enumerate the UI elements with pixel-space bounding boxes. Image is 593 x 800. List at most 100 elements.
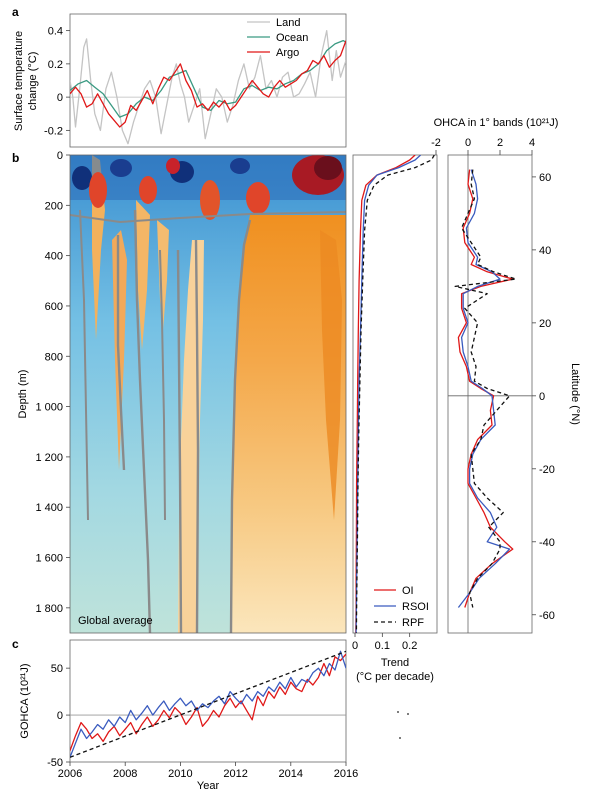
panel-d-xlabel-line1: Trend	[381, 657, 409, 669]
heatmap-annotation: Global average	[78, 615, 153, 627]
panel-label-c: c	[12, 637, 19, 651]
panel-b-ytick-label: 200	[45, 200, 63, 212]
legend-label-rsoi: RSOI	[402, 601, 429, 613]
panel-e-ytick-label: -40	[539, 537, 555, 549]
contour-line-7	[70, 211, 346, 224]
heatmap-warm-plume-2	[112, 230, 127, 470]
panel-a-ytick-label: 0.2	[48, 59, 63, 71]
panel-label-b: b	[12, 151, 19, 165]
panel-b: 0 200 400 600 800 1 000 1 200 1 400 1 600 1 800 D…	[17, 150, 347, 634]
panel-e-xtick-label: 2	[497, 137, 503, 149]
panel-c-series-1	[70, 650, 346, 758]
panel-c-ytick-label: -50	[47, 757, 63, 769]
contour-line-3	[176, 249, 183, 633]
heatmap-warm-core-2014	[246, 182, 270, 214]
panel-a-ylabel-line1: Surface temperature	[13, 31, 25, 131]
panel-a-series-argo	[70, 40, 346, 128]
panel-c-ytick-label: 0	[57, 710, 63, 722]
contour-line-4	[194, 239, 200, 633]
heatmap-warm-core-2012	[200, 180, 220, 220]
panel-d-series-rpf	[355, 155, 435, 633]
panel-c-xtick-label: 2016	[334, 768, 358, 780]
panel-e-xlabel: OHCA in 1° bands (10²¹J)	[434, 117, 559, 129]
panel-b-ytick-label: 1 200	[35, 452, 63, 464]
panel-a-ytick-label: -0.2	[44, 125, 63, 137]
panel-d-xtick-label: 0.2	[402, 640, 417, 652]
panel-c-frame	[69, 639, 347, 763]
panel-d-xtick-label: 0	[352, 640, 358, 652]
panel-c-ytick-label: 50	[51, 663, 63, 675]
panel-label-a: a	[12, 5, 19, 19]
panel-e-ytick-label: -60	[539, 610, 555, 622]
panel-c-xtick-label: 2014	[279, 768, 303, 780]
heatmap-warm-core-2016	[314, 156, 342, 180]
panel-b-ytick-label: 800	[45, 351, 63, 363]
heatmap-cold-core-2008	[110, 159, 132, 177]
heatmap-warm-core-2010	[166, 158, 180, 174]
panel-c-xtick-label: 2006	[58, 768, 82, 780]
panel-e-ytick-label: 60	[539, 172, 551, 184]
panel-d-frame	[352, 154, 438, 634]
panel-a-ylabel-line2: change (°C)	[27, 52, 39, 111]
contour-line-1	[116, 235, 126, 471]
legend-label-oi: OI	[402, 585, 414, 597]
panel-c-xtick-label: 2008	[113, 768, 137, 780]
heatmap-warm-core-2009	[139, 176, 157, 204]
legend-label-ocean: Ocean	[276, 32, 308, 44]
panel-b-frame	[69, 154, 347, 634]
heatmap-warm-plume-3	[136, 200, 150, 350]
panel-e-series-rsoi	[457, 169, 511, 608]
heatmap-cold-core-2006	[72, 166, 92, 190]
panel-a-ytick-label: 0.4	[48, 26, 63, 38]
panel-b-ytick-label: 1 800	[35, 603, 63, 615]
contour-line-6	[79, 209, 89, 521]
panel-e-ylabel: Latitude (°N)	[569, 363, 581, 425]
panel-d-legend: OI RSOI RPF	[374, 585, 429, 629]
panel-e-ytick-label: 20	[539, 318, 551, 330]
stray-mark	[399, 737, 401, 739]
panel-e-ytick-label: -20	[539, 464, 555, 476]
panel-b-ytick-label: 1 400	[35, 502, 63, 514]
contour-line-8	[159, 249, 166, 521]
panel-e-series-rpf	[454, 169, 517, 608]
panel-a-ytick-label: 0	[57, 92, 63, 104]
panel-e-series-oi	[457, 169, 514, 608]
heatmap-warm-plume-4	[157, 220, 169, 330]
panel-b-ytick-label: 1 000	[35, 402, 63, 414]
panel-a-series-land	[70, 29, 346, 145]
panel-a: 0.4 0.2 0 -0.2 Surface temperature change (…	[13, 13, 347, 148]
panel-b-ytick-label: 600	[45, 301, 63, 313]
heatmap-cold-core-2013	[230, 158, 250, 174]
panel-b-ytick-label: 0	[57, 150, 63, 162]
panel-c-series-2	[70, 650, 346, 758]
panel-d-xlabel-line2: (°C per decade)	[356, 671, 434, 683]
panel-d: 0 0.1 0.2 Trend (°C per decade) OI RSOI RP…	[352, 154, 438, 683]
panel-c-xtick-label: 2010	[168, 768, 192, 780]
panel-e-xtick-label: 0	[465, 137, 471, 149]
panel-e-ytick-label: 40	[539, 245, 551, 257]
panel-c-ylabel: GOHCA (10²¹J)	[19, 663, 31, 738]
heatmap-warm-deep-2015	[320, 230, 342, 520]
stray-mark	[407, 713, 409, 715]
contour-line-2	[133, 209, 152, 633]
panel-b-ylabel: Depth (m)	[17, 370, 29, 419]
stray-mark	[397, 711, 399, 713]
panel-a-legend: Land Ocean Argo	[247, 17, 308, 59]
panel-c-xlabel: Year	[197, 780, 220, 792]
panel-e-xtick-label: -2	[431, 137, 441, 149]
panel-b-ytick-label: 400	[45, 251, 63, 263]
panel-c-series-0	[70, 653, 346, 751]
legend-label-argo: Argo	[276, 47, 299, 59]
heatmap-warm-core-2007	[89, 172, 107, 208]
legend-label-rpf: RPF	[402, 617, 424, 629]
heatmap-warm-region-late	[231, 215, 346, 633]
panel-e-ytick-label: 0	[539, 391, 545, 403]
panel-c-xtick-label: 2012	[223, 768, 247, 780]
contour-line-5	[229, 219, 252, 633]
panel-d-xtick-label: 0.1	[375, 640, 390, 652]
panel-e-xtick-label: 4	[529, 137, 535, 149]
heatmap-field	[70, 155, 346, 633]
